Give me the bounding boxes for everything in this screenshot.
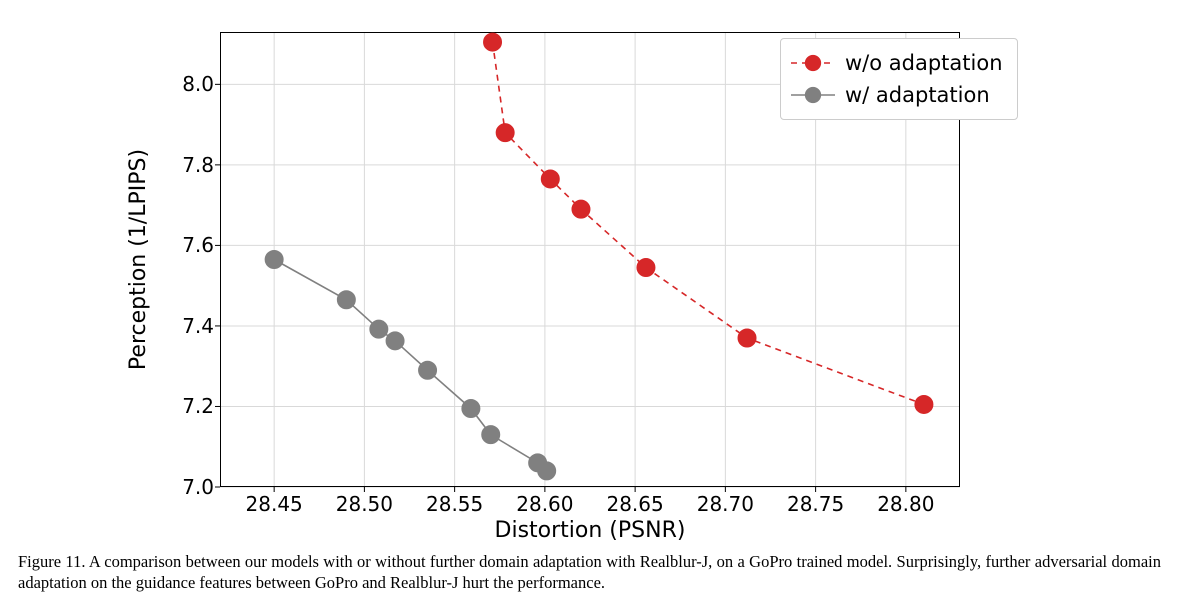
legend-swatch	[791, 53, 835, 73]
x-tick-label: 28.60	[516, 492, 573, 516]
legend: w/o adaptation w/ adaptation	[780, 38, 1018, 120]
legend-item: w/o adaptation	[791, 47, 1003, 79]
y-tick-label: 7.2	[160, 394, 214, 418]
y-tick-label: 7.6	[160, 233, 214, 257]
x-tick-label: 28.75	[787, 492, 844, 516]
figure-container: Perception (1/LPIPS) 28.45 28.50 28.55 28.6…	[0, 0, 1179, 605]
y-tick-label: 8.0	[160, 72, 214, 96]
figure-caption-text: A comparison between our models with or …	[18, 552, 1161, 592]
x-tick-label: 28.70	[697, 492, 754, 516]
x-tick-label: 28.45	[246, 492, 303, 516]
x-axis-label: Distortion (PSNR)	[220, 518, 960, 543]
x-tick-label: 28.50	[336, 492, 393, 516]
legend-label: w/ adaptation	[845, 83, 990, 107]
figure-caption: Figure 11. A comparison between our mode…	[18, 552, 1161, 593]
x-tick-label: 28.65	[606, 492, 663, 516]
y-tick-label: 7.8	[160, 153, 214, 177]
y-axis-label: Perception (1/LPIPS)	[126, 32, 150, 487]
legend-swatch	[791, 85, 835, 105]
legend-label: w/o adaptation	[845, 51, 1003, 75]
x-tick-label: 28.80	[877, 492, 934, 516]
figure-number: Figure 11.	[18, 552, 89, 571]
y-tick-label: 7.0	[160, 475, 214, 499]
y-tick-label: 7.4	[160, 314, 214, 338]
x-tick-label: 28.55	[426, 492, 483, 516]
legend-item: w/ adaptation	[791, 79, 1003, 111]
